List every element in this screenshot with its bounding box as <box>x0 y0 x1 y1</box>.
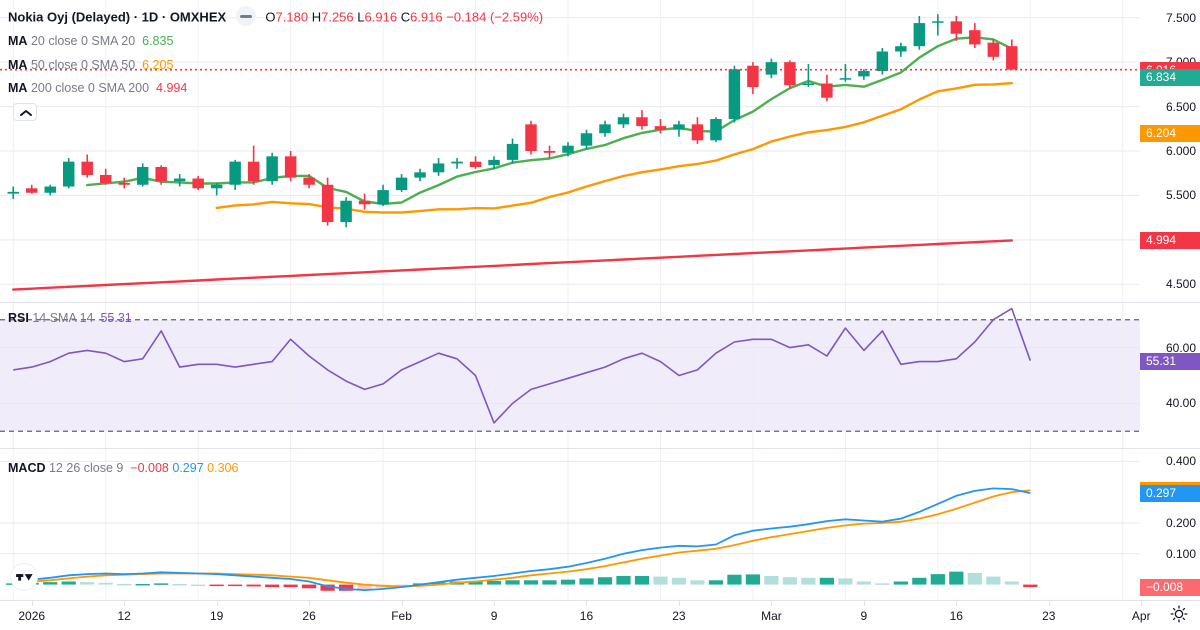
close-value: 6.916 <box>410 9 443 25</box>
time-tick <box>1048 601 1050 606</box>
rsi-legend[interactable]: RSI 14 SMA 14 55.31 <box>8 311 132 325</box>
axis-tick-label: 0.400 <box>1165 454 1196 469</box>
time-axis-label: 19 <box>209 609 224 623</box>
ma200-badge[interactable]: 4.994 <box>1140 232 1200 250</box>
ma50-value: 6.205 <box>142 58 174 72</box>
open-label: O <box>265 9 276 25</box>
time-tick <box>31 601 33 606</box>
time-tick <box>771 601 773 606</box>
price-pane[interactable] <box>0 0 1140 302</box>
time-axis-label: 12 <box>117 609 131 623</box>
time-axis-label: Mar <box>761 609 782 623</box>
rsi-axis[interactable]: 60.00 40.00 55.31 <box>1140 0 1200 600</box>
ma20-value: 6.835 <box>142 34 174 48</box>
tradingview-logo-icon <box>16 574 33 581</box>
high-value: 7.256 <box>321 9 354 25</box>
rsi-value: 55.31 <box>100 311 132 325</box>
rsi-name: RSI <box>8 311 29 325</box>
axis-tick-label: 40.00 <box>1165 396 1196 411</box>
axis-tick-label: 6.000 <box>1165 144 1196 158</box>
tradingview-logo[interactable] <box>10 563 38 591</box>
macd-hist-badge[interactable]: −0.008 <box>1140 579 1200 597</box>
ma20-badge[interactable]: 6.834 <box>1140 68 1200 86</box>
change-value: −0.184 (−2.59%) <box>446 9 544 25</box>
axis-tick-label: 60.00 <box>1165 340 1196 355</box>
sun-icon[interactable] <box>1170 605 1188 623</box>
ma20-legend[interactable]: MA 20 close 0 SMA 20 6.835 <box>8 34 173 48</box>
time-axis-label: 2026 <box>18 609 46 623</box>
chevron-up-icon <box>20 110 32 116</box>
rsi-pane[interactable] <box>0 303 1140 448</box>
ma50-name: MA <box>8 58 28 72</box>
macd-line-value: 0.297 <box>172 461 204 475</box>
time-axis-label: 26 <box>302 609 316 623</box>
axis-tick-label: 5.500 <box>1165 188 1196 203</box>
time-tick <box>494 601 496 606</box>
time-tick <box>401 601 403 606</box>
axis-tick-label: 0.200 <box>1165 515 1196 530</box>
price-chart-svg <box>0 0 1140 302</box>
time-tick <box>124 601 126 606</box>
ma50-params: 50 close 0 SMA 50 <box>30 58 136 72</box>
rsi-chart-svg <box>0 303 1140 448</box>
ma200-legend[interactable]: MA 200 close 0 SMA 200 4.994 <box>8 81 187 95</box>
high-label: H <box>311 9 322 25</box>
time-tick <box>309 601 311 606</box>
time-axis-label: 9 <box>860 609 868 623</box>
ma50-badge[interactable]: 6.204 <box>1140 124 1200 142</box>
time-axis[interactable]: 2026 12 19 26 Feb 9 16 23 Mar 9 16 23 Apr <box>0 600 1200 630</box>
low-value: 6.916 <box>364 9 398 25</box>
macd-signal-value: 0.306 <box>207 461 239 475</box>
open-value: 7.180 <box>275 9 309 25</box>
time-axis-label: 16 <box>579 609 594 623</box>
ma200-value: 4.994 <box>156 81 188 95</box>
ma50-legend[interactable]: MA 50 close 0 SMA 50 6.205 <box>8 58 173 72</box>
time-tick <box>678 601 680 606</box>
macd-chart-svg <box>0 449 1140 600</box>
time-tick <box>863 601 865 606</box>
axis-tick-label: 6.500 <box>1165 99 1196 114</box>
macd-legend[interactable]: MACD 12 26 close 9 −0.008 0.297 0.306 <box>8 461 238 475</box>
axis-tick-label: 4.500 <box>1165 277 1196 292</box>
macd-name: MACD <box>8 461 46 475</box>
macd-params: 12 26 close 9 <box>48 461 124 475</box>
close-label: C <box>400 9 411 25</box>
time-tick <box>586 601 588 606</box>
ma200-name: MA <box>8 81 28 95</box>
rsi-value-badge[interactable]: 55.31 <box>1140 352 1200 370</box>
time-tick <box>956 601 958 606</box>
symbol-title[interactable]: Nokia Oyj (Delayed) · 1D · OMXHEX <box>8 9 227 25</box>
price-axis[interactable]: 7.5007.0006.5006.0005.5005.0004.5006.916… <box>1140 0 1200 600</box>
time-axis-label: 23 <box>672 609 686 623</box>
macd-hist-value: −0.008 <box>130 461 169 475</box>
time-axis-label: Apr <box>1131 609 1151 623</box>
time-axis-label: 16 <box>949 609 963 623</box>
symbol-legend: Nokia Oyj (Delayed) · 1D · OMXHEX O7.180… <box>8 6 543 28</box>
rsi-params: 14 SMA 14 <box>32 311 94 325</box>
collapse-legend-button[interactable] <box>13 103 37 121</box>
ohlc-values: O7.180 H7.256 L6.916 C6.916 −0.184 (−2.5… <box>265 9 543 24</box>
ma200-params: 200 close 0 SMA 200 <box>30 81 150 95</box>
minus-circle-icon[interactable] <box>235 6 256 26</box>
macd-pane[interactable] <box>0 449 1140 600</box>
time-axis-label: 9 <box>490 609 498 623</box>
ma20-name: MA <box>8 34 28 48</box>
time-tick <box>216 601 218 606</box>
time-axis-label: Feb <box>391 609 412 623</box>
pane-divider-1 <box>0 302 1200 303</box>
pane-divider-2 <box>0 448 1200 449</box>
axis-tick-label: 0.100 <box>1165 546 1196 561</box>
macd-line-badge[interactable]: 0.297 <box>1140 485 1200 503</box>
low-label: L <box>357 9 365 25</box>
time-tick <box>1141 601 1143 606</box>
time-axis-label: 23 <box>1042 609 1056 623</box>
ma20-params: 20 close 0 SMA 20 <box>30 34 136 48</box>
axis-tick-label: 7.500 <box>1165 10 1196 25</box>
